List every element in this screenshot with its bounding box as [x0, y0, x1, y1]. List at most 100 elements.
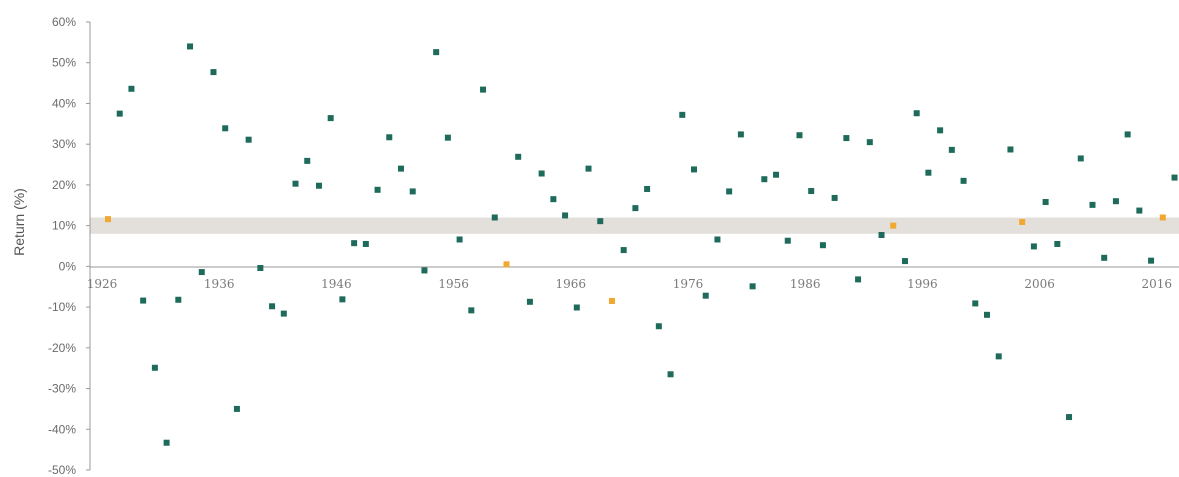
data-point: [222, 125, 229, 132]
y-tick-label: 10%: [52, 219, 76, 233]
data-point: [210, 69, 217, 76]
x-tick-label: 1946: [321, 277, 352, 291]
y-tick-label: 40%: [52, 96, 76, 110]
data-point: [526, 298, 533, 305]
data-point: [515, 153, 522, 160]
data-point: [702, 292, 709, 299]
data-point: [128, 85, 135, 92]
data-point: [855, 276, 862, 283]
data-point: [1030, 243, 1037, 250]
data-point: [925, 169, 932, 176]
data-point: [761, 176, 768, 183]
y-tick-label: -50%: [48, 463, 76, 477]
y-axis-title: Return (%): [11, 188, 27, 256]
x-tick-label: 1936: [204, 277, 235, 291]
data-point-highlight: [1019, 218, 1026, 225]
data-point: [140, 297, 147, 304]
data-point: [808, 188, 815, 195]
data-point: [1171, 174, 1178, 181]
data-point: [562, 212, 569, 219]
data-point: [1007, 146, 1014, 153]
data-point: [843, 135, 850, 142]
data-point: [620, 247, 627, 254]
data-point: [972, 300, 979, 307]
data-point: [233, 405, 240, 412]
data-point: [351, 240, 358, 247]
data-point: [984, 311, 990, 318]
data-point: [187, 43, 194, 50]
data-point: [1148, 257, 1155, 264]
data-point: [444, 134, 451, 141]
data-point: [151, 364, 158, 371]
data-point: [409, 188, 416, 195]
data-point: [315, 182, 322, 189]
data-point: [1101, 254, 1108, 261]
data-point: [339, 296, 346, 303]
x-tick-label: 2006: [1024, 277, 1055, 291]
data-point: [1054, 240, 1061, 247]
y-tick-label: -10%: [48, 300, 76, 314]
data-point: [386, 134, 393, 141]
y-tick-label: 60%: [52, 15, 76, 29]
x-tick-label: 1986: [790, 277, 821, 291]
data-point: [878, 232, 885, 239]
data-point: [292, 180, 299, 187]
y-tick-labels: 60% 50% 40% 30% 20% 10% 0% -10% -20% -30% -40% -50%: [48, 15, 90, 477]
data-point: [726, 188, 733, 195]
data-point: [398, 165, 404, 172]
data-point: [655, 323, 662, 330]
data-point: [374, 186, 381, 193]
data-point: [679, 111, 686, 118]
x-tick-label: 1976: [673, 277, 704, 291]
data-point: [480, 86, 487, 93]
data-point: [737, 131, 744, 138]
y-tick-label: 20%: [52, 178, 76, 192]
x-tick-label: 1996: [907, 277, 938, 291]
data-point: [913, 110, 920, 117]
data-point: [749, 283, 756, 290]
data-point: [198, 269, 205, 276]
data-point: [550, 196, 557, 203]
data-point: [597, 218, 604, 225]
data-point: [362, 240, 369, 247]
data-point: [491, 214, 498, 221]
data-point: [116, 110, 123, 117]
data-point: [644, 185, 651, 192]
y-tick-label: -40%: [48, 422, 76, 436]
x-tick-label: 1926: [87, 277, 118, 291]
data-point-highlight: [105, 216, 111, 223]
data-point: [995, 353, 1002, 360]
data-point: [1066, 414, 1073, 421]
data-point: [667, 371, 674, 378]
data-point: [819, 242, 826, 249]
data-point-highlight: [1159, 214, 1166, 221]
data-point: [421, 267, 428, 274]
axes-layer: [89, 22, 1179, 470]
y-tick-label: -30%: [48, 382, 76, 396]
data-point: [901, 258, 908, 265]
x-tick-label: 1966: [556, 277, 587, 291]
data-point: [175, 296, 182, 303]
data-point: [257, 264, 264, 271]
data-point: [163, 439, 170, 446]
data-point: [1136, 207, 1143, 214]
data-point: [468, 307, 475, 314]
data-point: [1077, 155, 1084, 162]
data-point: [937, 127, 944, 134]
data-point: [796, 132, 803, 139]
y-tick-label: 30%: [52, 137, 76, 151]
data-point: [714, 236, 721, 243]
x-tick-label: 2016: [1142, 277, 1173, 291]
data-point: [245, 136, 252, 143]
data-point: [538, 170, 545, 177]
data-point: [948, 146, 955, 153]
x-tick-label: 1956: [438, 277, 469, 291]
data-point: [960, 177, 967, 184]
data-point: [280, 310, 287, 317]
data-point: [1042, 199, 1049, 206]
data-point: [784, 237, 791, 244]
data-point: [1124, 131, 1131, 138]
data-point: [1112, 198, 1119, 205]
data-points: [105, 43, 1178, 446]
